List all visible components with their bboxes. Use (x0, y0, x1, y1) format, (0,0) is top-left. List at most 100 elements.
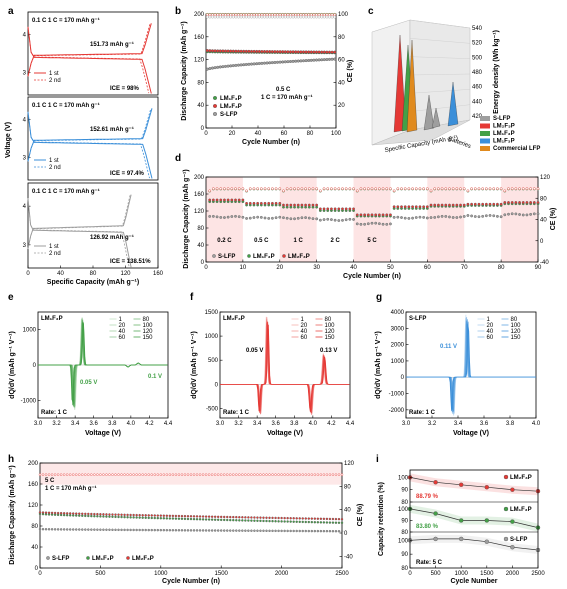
capacity-point (265, 516, 268, 519)
capacity-point (363, 222, 367, 226)
voltage-subplot-1 (27, 11, 159, 96)
ce-point (47, 473, 51, 476)
capacity-point (239, 49, 243, 53)
capacity-point (256, 529, 259, 532)
legend-cycle-40: 40 (119, 329, 126, 335)
capacity-point (263, 61, 267, 65)
retention-line-LM₂F₃P (409, 477, 539, 492)
capacity-point (525, 201, 529, 204)
cycle-axis-label: Cycle Number (n) (343, 273, 401, 280)
ce-point (455, 187, 459, 190)
rate-label-3: 2 C (330, 238, 340, 244)
panel-i-plot-area (409, 469, 539, 569)
ce-point (189, 473, 193, 476)
capacity-point (208, 67, 212, 71)
capacity-point (41, 511, 45, 514)
capacity-point (180, 517, 184, 521)
cycle-tick-label: 1500 (480, 571, 494, 577)
ce-point (245, 189, 248, 193)
capacity-point (244, 62, 248, 66)
capacity-point (455, 216, 459, 219)
capacity-point (219, 518, 223, 522)
ce-point (389, 187, 392, 190)
ce-point (262, 473, 265, 476)
capacity-point (322, 529, 326, 533)
capacity-point (322, 58, 326, 62)
capacity-point (223, 49, 227, 53)
ce-point (108, 473, 111, 476)
capacity-point (150, 528, 153, 532)
ce-point (315, 187, 318, 190)
rate-label: 0.1 C 1 C = 170 mAh g⁻¹ (32, 188, 100, 195)
energy-peak (423, 94, 435, 131)
capacity-point (298, 517, 301, 520)
legend-LM₁F₃P: LM₁F₃P (92, 556, 114, 562)
capacity-point (93, 514, 96, 518)
ce-point (156, 473, 159, 476)
dqdv-tick-label: 0 (33, 363, 37, 369)
ce-point (325, 473, 329, 476)
cycle-tick-label: 1000 (455, 571, 469, 577)
ce-tick-label: 20 (338, 103, 345, 109)
capacity-point (313, 529, 317, 533)
ce-point (533, 187, 536, 190)
ce-point (208, 15, 212, 19)
legend-marker (247, 254, 251, 258)
ce-point (44, 473, 48, 476)
capacity-point (286, 60, 290, 64)
legend-marker (212, 103, 217, 108)
capacity-point (418, 215, 422, 219)
rate-label-4: 5 C (367, 238, 377, 244)
retention-tick-label: 100 (398, 507, 409, 513)
ce-point (289, 473, 292, 476)
ce-point (363, 187, 366, 190)
capacity-axis-label: Discharge Capacity (mAh g⁻¹) (181, 21, 188, 120)
capacity-point (307, 50, 311, 54)
capacity-point (260, 50, 264, 54)
ce-point (212, 187, 215, 190)
ce-point (304, 187, 307, 190)
ce-point (292, 473, 295, 476)
capacity-point (253, 529, 256, 532)
capacity-point (307, 203, 311, 207)
ce-point (289, 187, 293, 190)
capacity-point (289, 529, 292, 533)
capacity-point (294, 59, 298, 63)
ce-point (41, 473, 45, 476)
capacity-point (114, 515, 117, 519)
capacity-point (301, 520, 304, 524)
ce-point (298, 473, 301, 476)
voltage-tick-label: 3.4 (454, 421, 463, 427)
legend-marker (503, 536, 509, 542)
capacity-point (210, 49, 214, 53)
cycle-tick-label: 2000 (506, 571, 520, 577)
capacity-point (374, 213, 378, 217)
capacity-point (484, 202, 488, 206)
capacity-point (247, 49, 251, 53)
ce-point (485, 187, 488, 190)
capacity-tick-label: 80 (197, 80, 204, 86)
legend-LM₁F₃P: LM₁F₃P (253, 254, 275, 260)
legend-S-LFP: S-LFP (52, 556, 69, 562)
capacity-point (300, 216, 304, 220)
ce-point (407, 187, 411, 190)
legend-cycle-20: 20 (487, 323, 494, 329)
ce-point (219, 473, 223, 476)
panel-label-a: a (8, 6, 14, 17)
capacity-point (231, 49, 235, 53)
capacity-point (229, 515, 232, 519)
voltage-tick-label: 3.8 (506, 421, 515, 427)
capacity-point (147, 528, 150, 532)
capacity-point (216, 529, 220, 532)
rate-label: Rate: 5 C (416, 560, 443, 566)
capacity-point (174, 514, 178, 518)
ce-point (223, 187, 226, 190)
grid-line (409, 19, 471, 29)
capacity-point (278, 60, 282, 64)
capacity-point (322, 521, 326, 524)
ce-point (274, 187, 278, 190)
ce-point (210, 473, 214, 476)
capacity-point (141, 516, 144, 519)
capacity-point (247, 529, 250, 532)
capacity-point (301, 517, 304, 520)
